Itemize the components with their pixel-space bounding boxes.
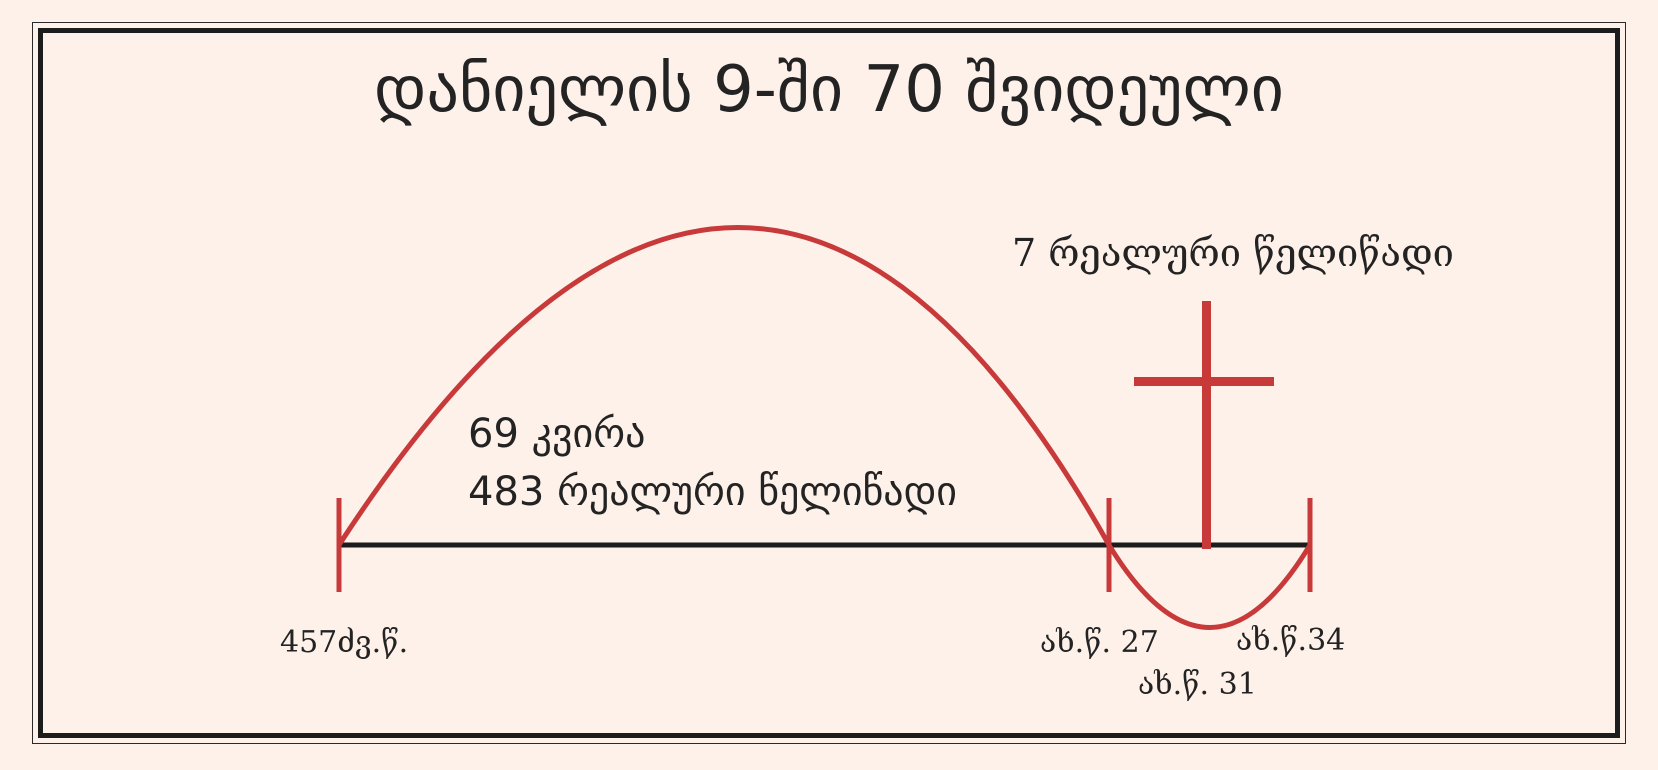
date-end: ახ.წ.34 bbox=[1236, 623, 1346, 658]
segment-main-weeks: 69 კვირა bbox=[468, 411, 646, 457]
segment-last-years: 7 რეალური წელიწადი bbox=[1012, 231, 1454, 275]
inner-frame bbox=[38, 28, 1620, 738]
cross-icon bbox=[1134, 301, 1274, 549]
date-baptism: ახ.წ. 27 bbox=[1040, 625, 1159, 660]
arc-last-week bbox=[1106, 543, 1313, 630]
date-cross: ახ.წ. 31 bbox=[1138, 667, 1257, 702]
diagram-title: დანიელის 9-ში 70 შვიდეული bbox=[374, 53, 1284, 127]
segment-main-years: 483 რეალური წელიწადი bbox=[468, 469, 957, 515]
outer-frame bbox=[32, 22, 1626, 744]
date-start: 457ძვ.წ. bbox=[280, 625, 409, 660]
arc-69-weeks bbox=[336, 225, 1112, 547]
